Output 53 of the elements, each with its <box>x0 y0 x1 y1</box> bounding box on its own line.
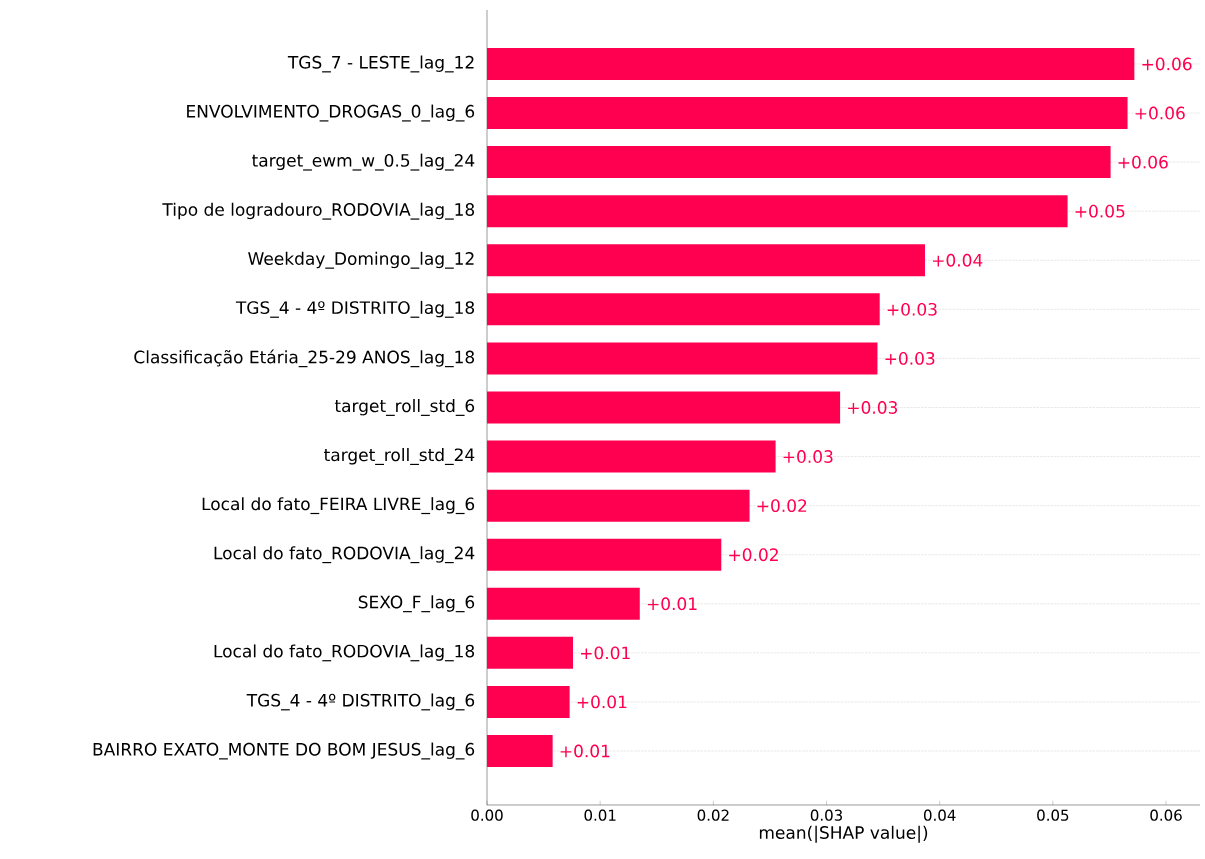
data-label: +0.02 <box>729 548 778 562</box>
bar <box>487 293 880 326</box>
y-tick-label: Local do fato_FEIRA LIVRE_lag_6 <box>202 497 475 515</box>
x-tick-label: 0.00 <box>471 809 503 821</box>
bar <box>487 489 750 522</box>
y-tick-label: TGS_7 - LESTE_lag_12 <box>287 55 474 73</box>
x-tick-label: 0.03 <box>810 809 843 821</box>
y-tick-label: BAIRRO EXATO_MONTE DO BOM JESUS_lag_6 <box>93 742 475 760</box>
data-label: +0.04 <box>932 253 983 267</box>
data-label: +0.03 <box>887 302 937 316</box>
y-tick-label: ENVOLVIMENTO_DROGAS_0_lag_6 <box>187 104 475 122</box>
bar <box>487 391 841 424</box>
bar <box>487 440 776 473</box>
y-tick-label: TGS_4 - 4º DISTRITO_lag_6 <box>246 693 475 711</box>
bar <box>487 195 1068 228</box>
x-tick-label: 0.04 <box>923 809 956 821</box>
data-label: +0.01 <box>581 646 630 660</box>
data-label: +0.06 <box>1135 106 1185 120</box>
data-label: +0.03 <box>848 401 898 414</box>
x-tick-label: 0.05 <box>1037 809 1069 821</box>
bar <box>487 685 570 718</box>
bar <box>487 47 1135 80</box>
data-label: +0.03 <box>783 450 833 463</box>
bar <box>487 587 640 620</box>
y-tick-label: Weekday_Domingo_lag_12 <box>248 251 474 269</box>
x-tick-label: 0.06 <box>1150 809 1182 821</box>
data-label: +0.03 <box>885 351 935 365</box>
bar <box>487 244 925 277</box>
data-label: +0.01 <box>577 695 627 709</box>
y-tick-label: SEXO_F_lag_6 <box>358 595 475 613</box>
bar <box>487 636 574 669</box>
y-tick-label: Tipo de logradouro_RODOVIA_lag_18 <box>162 202 475 220</box>
y-tick-label: Classificação Etária_25-29 ANOS_lag_18 <box>134 349 475 368</box>
bar <box>487 146 1111 179</box>
data-label: +0.06 <box>1118 155 1168 169</box>
y-tick-label: target_ewm_w_0.5_lag_24 <box>252 153 475 171</box>
y-tick-label: target_roll_std_6 <box>334 399 475 416</box>
bar <box>487 538 722 571</box>
bar <box>487 735 553 767</box>
data-label: +0.06 <box>1142 57 1192 71</box>
bar <box>487 342 878 375</box>
x-tick-label: 0.02 <box>697 809 729 821</box>
data-label: +0.01 <box>647 597 697 611</box>
data-label: +0.01 <box>560 744 610 758</box>
y-tick-label: target_roll_std_24 <box>324 448 475 466</box>
y-tick-label: Local do fato_RODOVIA_lag_24 <box>214 546 475 564</box>
data-label: +0.02 <box>757 499 807 513</box>
y-tick-label: TGS_4 - 4º DISTRITO_lag_18 <box>235 300 475 318</box>
data-label: +0.05 <box>1075 204 1125 218</box>
bar <box>487 97 1128 130</box>
x-tick-label: 0.01 <box>584 809 616 821</box>
x-axis-title: mean(|SHAP value|) <box>759 825 928 843</box>
y-tick-label: Local do fato_RODOVIA_lag_18 <box>214 644 475 662</box>
